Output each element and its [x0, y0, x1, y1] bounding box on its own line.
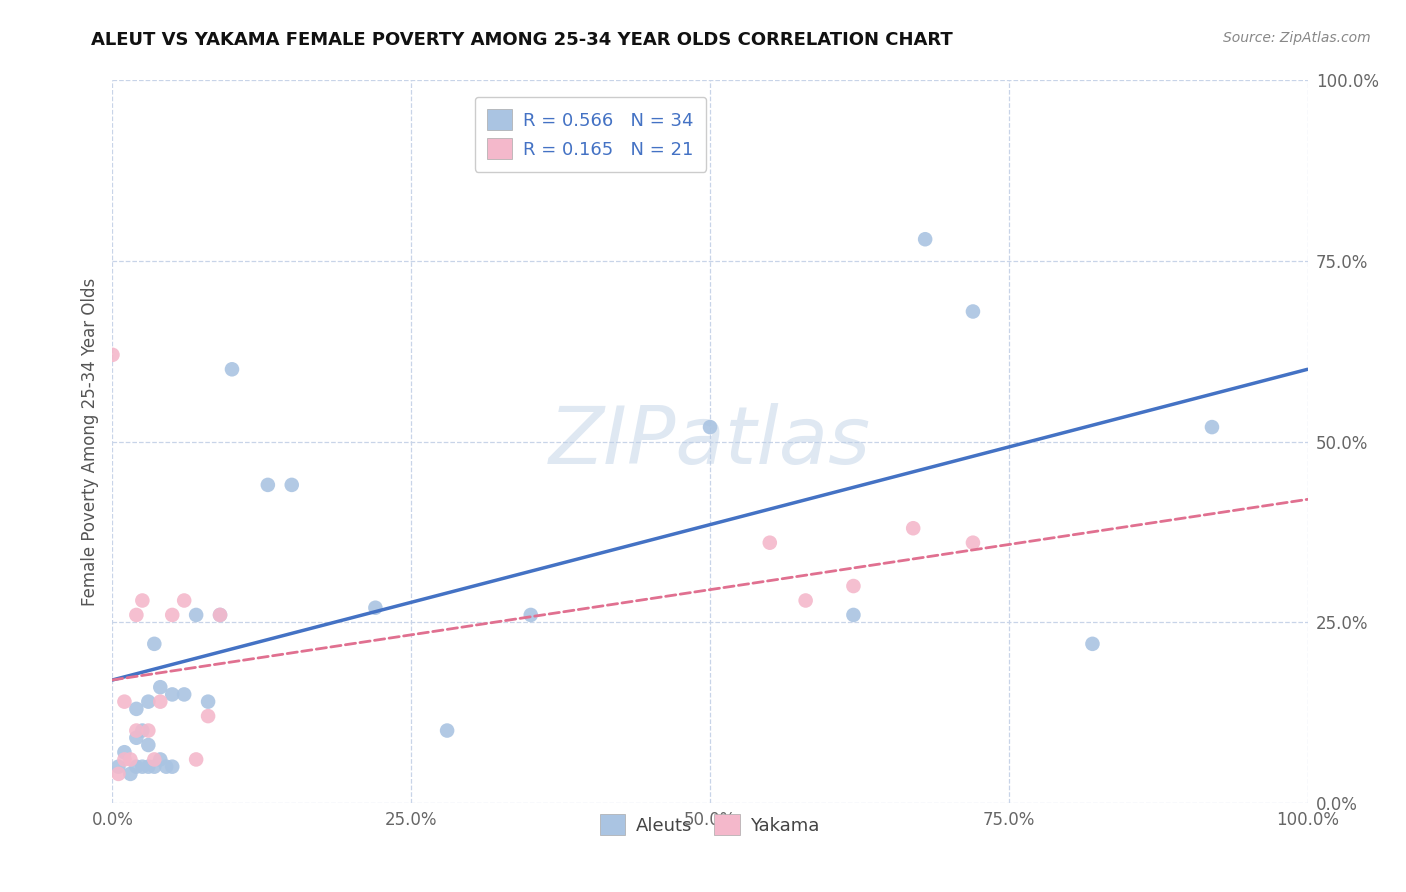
Point	[155, 760, 177, 774]
Text: ALEUT VS YAKAMA FEMALE POVERTY AMONG 25-34 YEAR OLDS CORRELATION CHART: ALEUT VS YAKAMA FEMALE POVERTY AMONG 25-…	[91, 31, 953, 49]
Text: ZIPatlas: ZIPatlas	[548, 402, 872, 481]
Point	[138, 695, 160, 709]
Y-axis label: Female Poverty Among 25-34 Year Olds: Female Poverty Among 25-34 Year Olds	[80, 277, 98, 606]
Point	[842, 607, 865, 622]
Point	[197, 709, 219, 723]
Legend: Aleuts, Yakama: Aleuts, Yakama	[591, 805, 830, 845]
Point	[1201, 420, 1223, 434]
Point	[197, 695, 219, 709]
Point	[794, 593, 817, 607]
Point	[114, 695, 135, 709]
Point	[125, 731, 148, 745]
Point	[209, 607, 232, 622]
Point	[138, 723, 160, 738]
Point	[138, 738, 160, 752]
Point	[101, 348, 124, 362]
Point	[257, 478, 280, 492]
Point	[364, 600, 387, 615]
Point	[186, 752, 208, 766]
Point	[842, 579, 865, 593]
Point	[107, 767, 129, 781]
Point	[173, 593, 195, 607]
Point	[162, 760, 183, 774]
Text: Source: ZipAtlas.com: Source: ZipAtlas.com	[1223, 31, 1371, 45]
Point	[699, 420, 721, 434]
Point	[162, 687, 183, 701]
Point	[759, 535, 782, 549]
Point	[1081, 637, 1104, 651]
Point	[131, 723, 153, 738]
Point	[221, 362, 243, 376]
Point	[125, 607, 148, 622]
Point	[131, 760, 153, 774]
Point	[281, 478, 304, 492]
Point	[149, 680, 172, 694]
Point	[209, 607, 232, 622]
Point	[520, 607, 543, 622]
Point	[173, 687, 195, 701]
Point	[143, 752, 166, 766]
Point	[149, 752, 172, 766]
Point	[120, 752, 142, 766]
Point	[125, 702, 148, 716]
Point	[436, 723, 458, 738]
Point	[914, 232, 936, 246]
Point	[149, 695, 172, 709]
Point	[120, 767, 142, 781]
Point	[962, 304, 984, 318]
Point	[125, 723, 148, 738]
Point	[107, 760, 129, 774]
Point	[125, 760, 148, 774]
Point	[143, 760, 166, 774]
Point	[131, 593, 153, 607]
Point	[138, 760, 160, 774]
Point	[114, 745, 135, 759]
Point	[903, 521, 925, 535]
Point	[162, 607, 183, 622]
Point	[114, 752, 135, 766]
Point	[143, 637, 166, 651]
Point	[186, 607, 208, 622]
Point	[962, 535, 984, 549]
